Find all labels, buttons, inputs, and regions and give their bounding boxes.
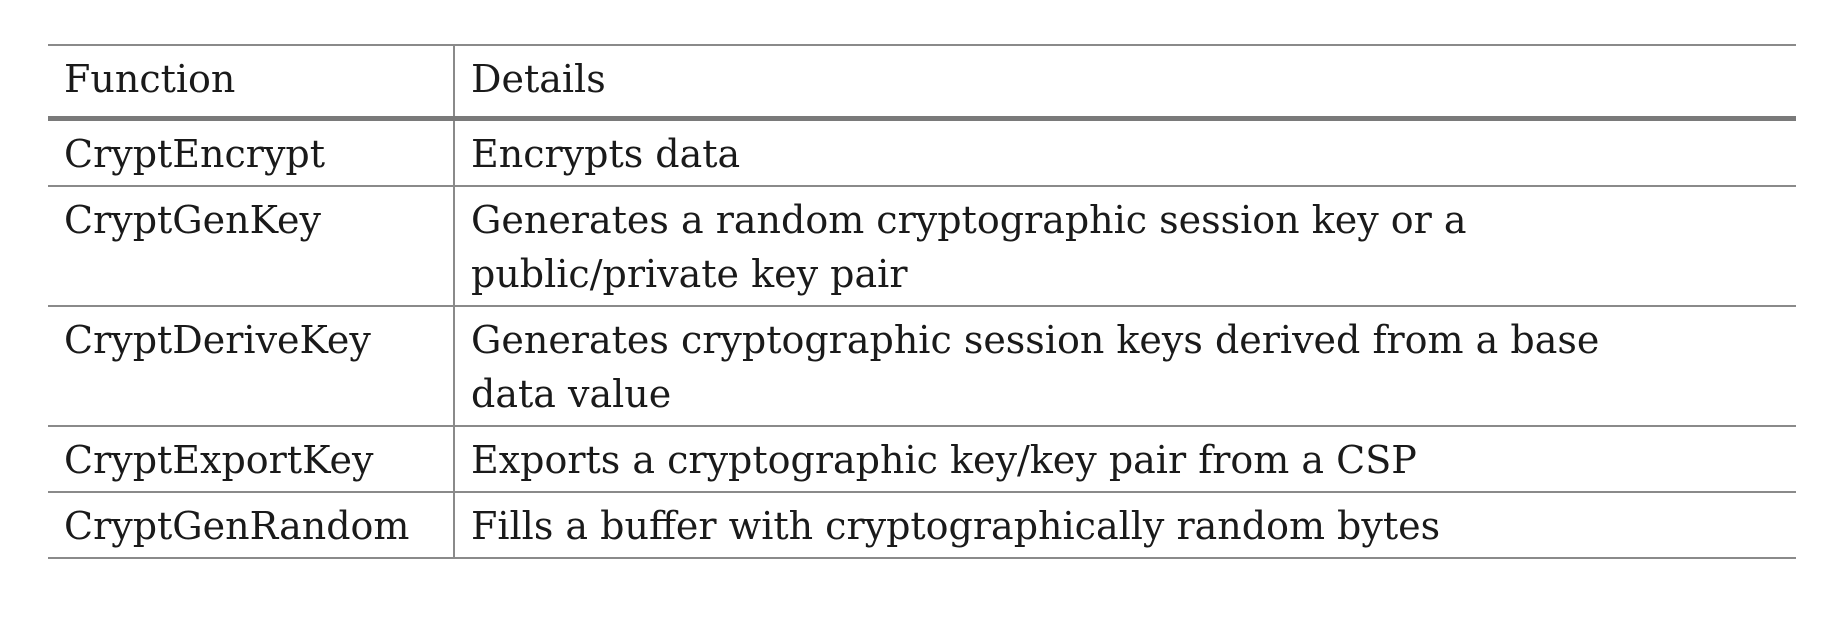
function-cell: CryptGenRandom: [48, 492, 455, 558]
function-cell: CryptEncrypt: [48, 118, 455, 186]
table-row: CryptDeriveKey Generates cryptographic s…: [48, 306, 1796, 426]
function-cell: CryptExportKey: [48, 426, 455, 492]
details-cell: Encrypts data: [471, 132, 741, 176]
function-cell: CryptGenKey: [48, 186, 455, 306]
details-cell: Exports a cryptographic key/key pair fro…: [471, 438, 1417, 482]
table-row: CryptExportKey Exports a cryptographic k…: [48, 426, 1796, 492]
crypt-functions-table: Function Details CryptEncrypt Encrypts d…: [48, 44, 1796, 559]
details-cell: Fills a buffer with cryptographically ra…: [471, 504, 1441, 548]
details-cell: Generates a random cryptographic session…: [471, 198, 1467, 296]
table-header-row: Function Details: [48, 45, 1796, 119]
table-row: CryptGenKey Generates a random cryptogra…: [48, 186, 1796, 306]
table-row: CryptGenRandom Fills a buffer with crypt…: [48, 492, 1796, 558]
function-cell: CryptDeriveKey: [48, 306, 455, 426]
column-header-function: Function: [48, 45, 455, 119]
table-row: CryptEncrypt Encrypts data: [48, 118, 1796, 186]
column-header-details: Details: [471, 57, 606, 101]
details-cell: Generates cryptographic session keys der…: [471, 318, 1600, 416]
table-header: Function Details: [48, 45, 1796, 119]
table-body: CryptEncrypt Encrypts data CryptGenKey G…: [48, 118, 1796, 558]
